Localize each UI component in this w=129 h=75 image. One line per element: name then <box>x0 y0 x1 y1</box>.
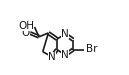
Text: OH: OH <box>18 21 34 31</box>
Text: N: N <box>48 52 56 62</box>
Text: Br: Br <box>86 44 98 55</box>
Text: O: O <box>21 28 30 38</box>
Text: N: N <box>61 50 69 60</box>
Text: N: N <box>61 29 69 39</box>
